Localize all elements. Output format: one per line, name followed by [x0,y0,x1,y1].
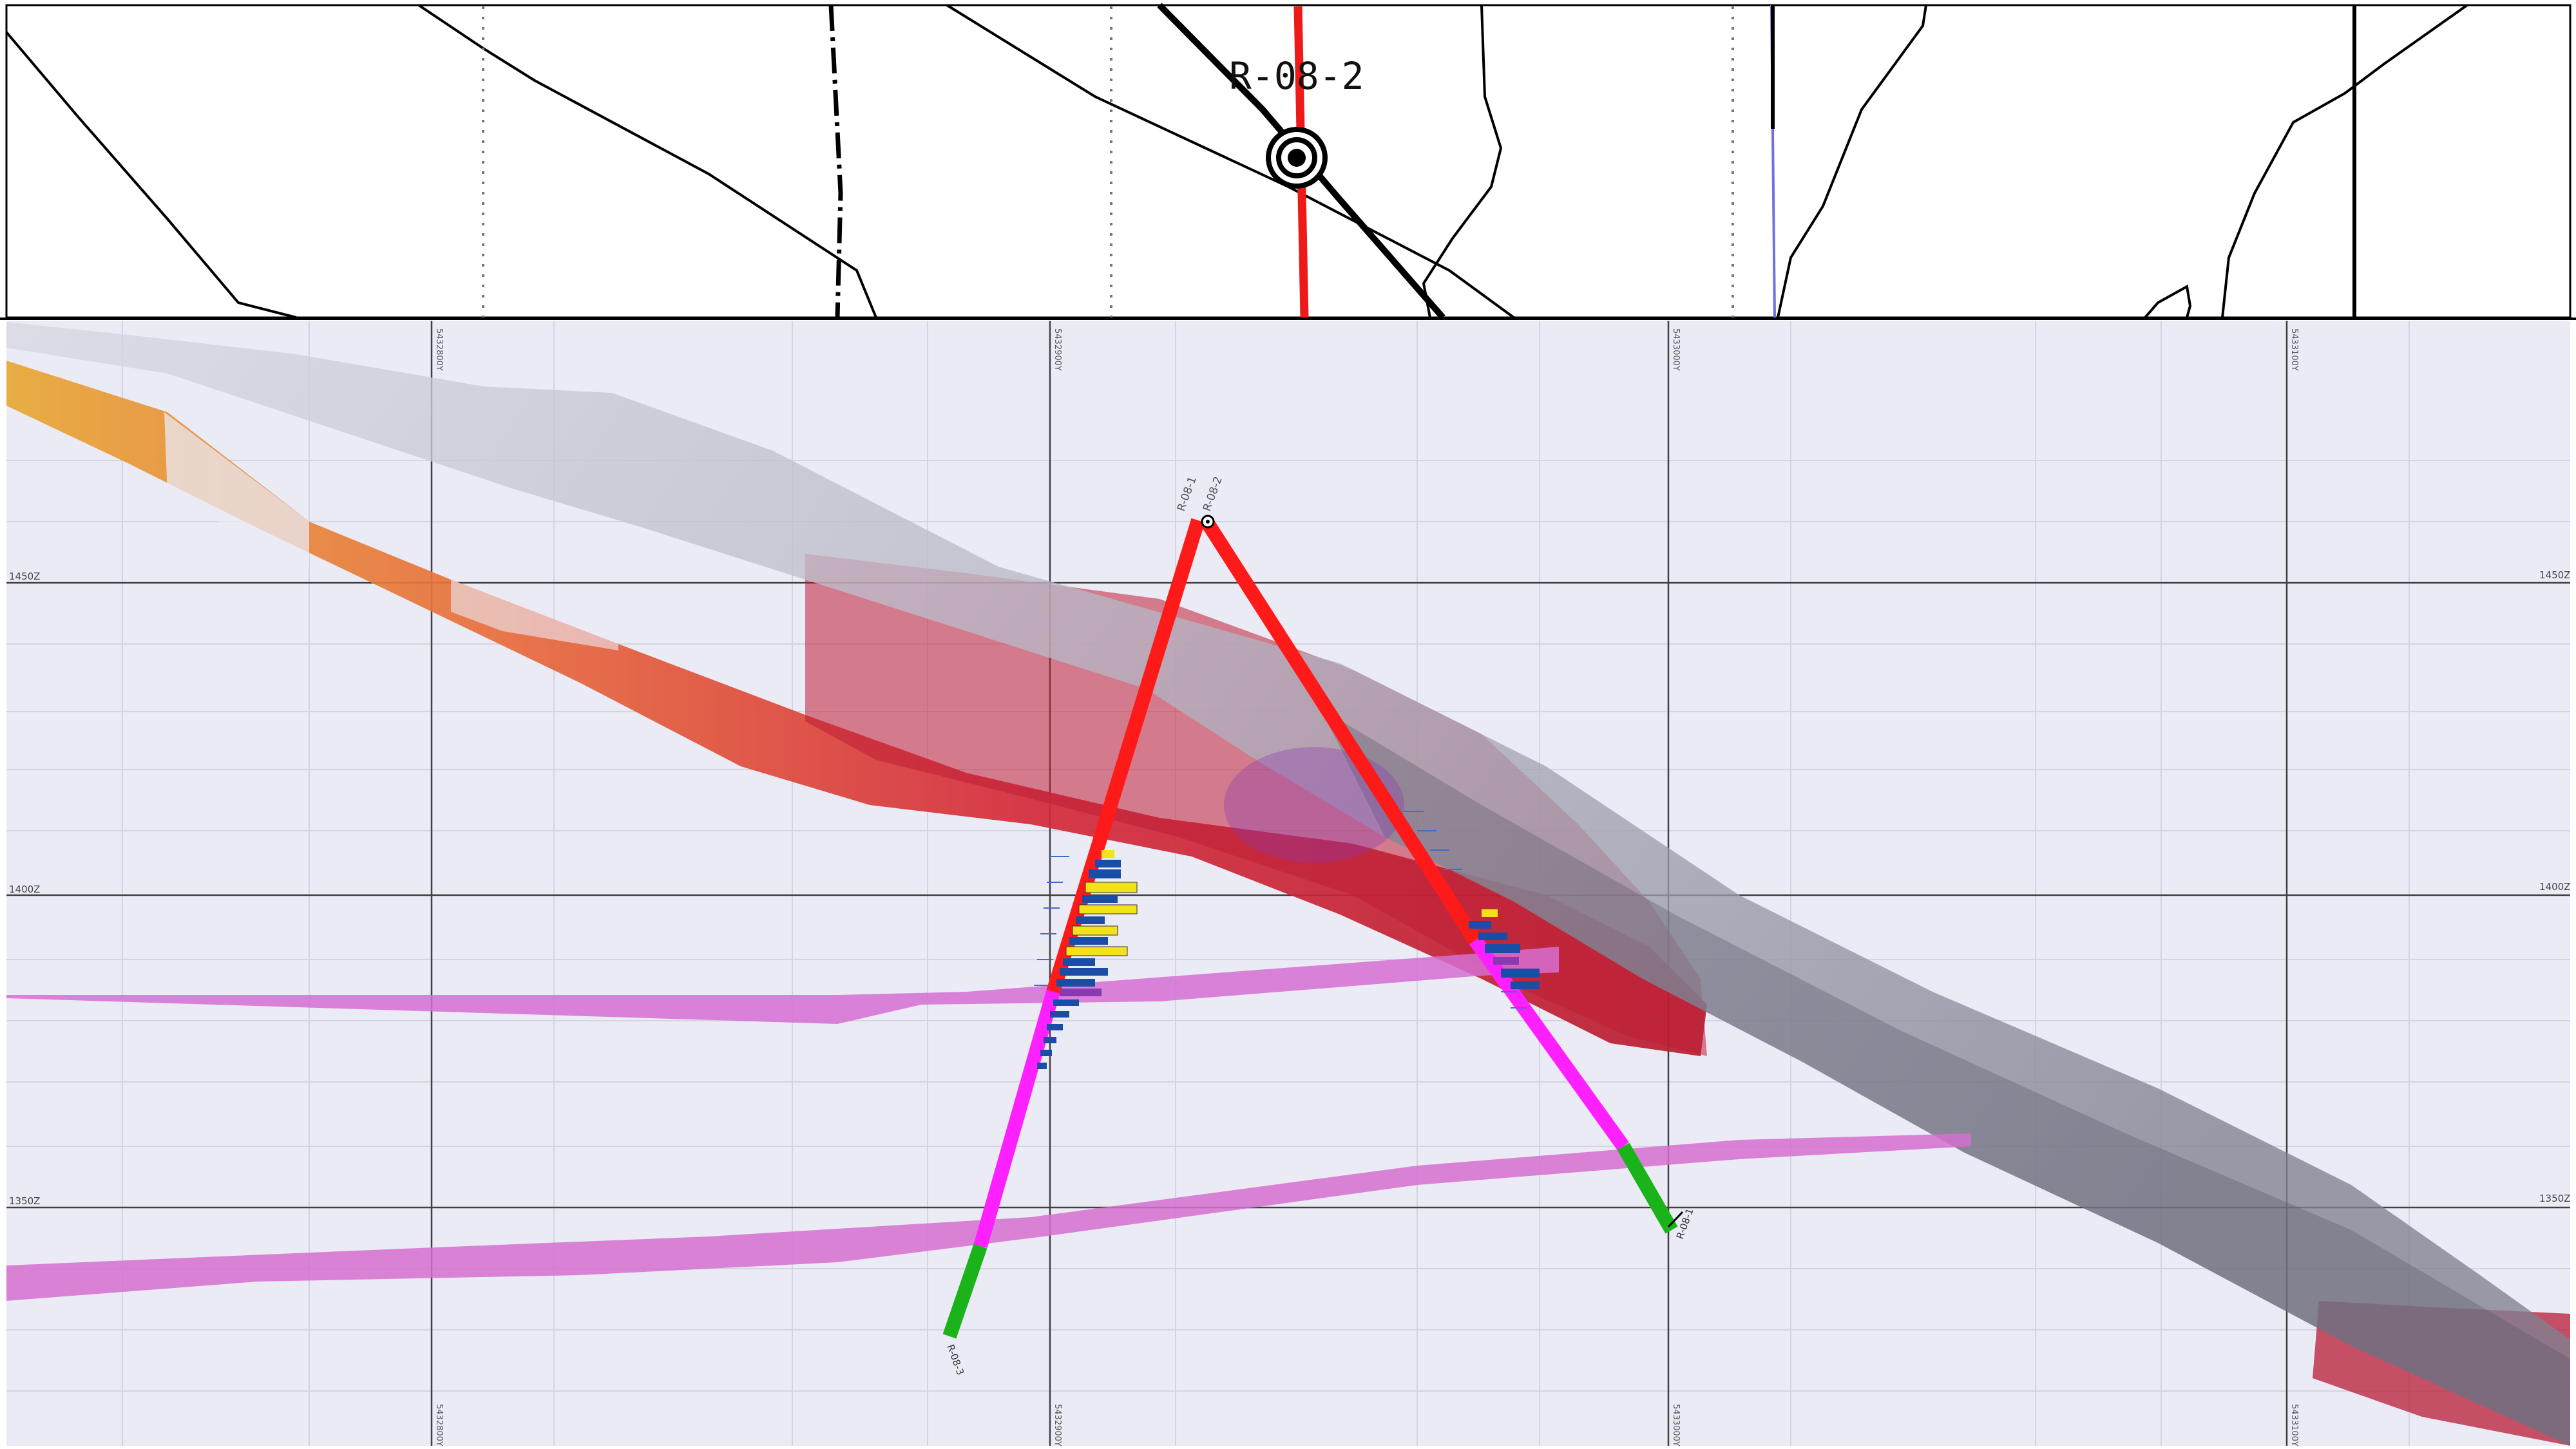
dike-upper [6,947,1559,1024]
plan-grid-lines [482,6,1734,317]
collar-symbol-icon[interactable] [1266,127,1328,189]
elev-label-left-2: 1400Z [9,884,40,895]
north-label-top-3: 5433000Y [1671,328,1681,371]
north-label-bottom-2: 5432900Y [1053,1404,1062,1446]
drillhole-2[interactable] [1199,516,1684,1234]
section-collar-icon[interactable] [1201,515,1215,529]
north-label-bottom-3: 5433000Y [1671,1404,1681,1446]
elev-label-left-3: 1350Z [9,1195,40,1207]
north-label-bottom-4: 5433100Y [2289,1404,2299,1446]
drillhole-1[interactable] [942,518,1205,1339]
elev-label-right-3: 1350Z [2539,1193,2570,1204]
north-label-top-1: 5432800Y [434,328,444,371]
dike-lower [6,1133,1971,1301]
north-label-top-4: 5433100Y [2289,328,2299,371]
grade-shell-notches [164,412,618,650]
elev-label-right-1: 1450Z [2539,569,2570,581]
assay-histogram-hole2 [1469,909,1540,989]
fault-plane-underside [1321,708,2570,1446]
section-view-panel: 1450Z 1400Z 1350Z 1450Z 1400Z 1350Z 5432… [6,321,2570,1446]
assay-tick-labels [1034,811,1527,1009]
assay-histogram-hole1 [1037,850,1138,1069]
mineralized-zone [805,554,1707,1056]
intersection-highlight [1224,747,1404,863]
plan-contour-lines [5,4,2468,319]
north-label-top-2: 5432900Y [1053,328,1062,371]
grade-shell-volume [6,361,1707,1056]
elev-label-right-2: 1400Z [2539,881,2570,893]
collar-label: R-08-2 [1229,54,1364,98]
elev-label-left-1: 1450Z [9,571,40,582]
north-label-bottom-1: 5432800Y [434,1404,444,1446]
plan-view-panel: R-08-2 [0,0,2576,320]
